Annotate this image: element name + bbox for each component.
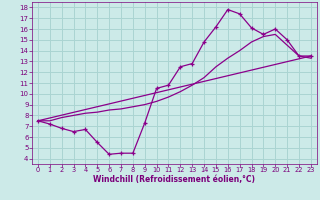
X-axis label: Windchill (Refroidissement éolien,°C): Windchill (Refroidissement éolien,°C) [93, 175, 255, 184]
